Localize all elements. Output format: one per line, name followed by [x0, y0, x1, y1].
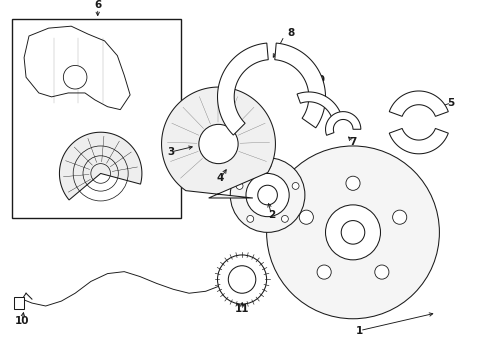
Circle shape	[341, 221, 365, 244]
Circle shape	[299, 210, 314, 224]
Circle shape	[317, 265, 331, 279]
Text: 11: 11	[235, 304, 249, 314]
Text: 3: 3	[168, 147, 175, 157]
Circle shape	[246, 174, 289, 217]
Circle shape	[258, 185, 277, 205]
Text: 10: 10	[15, 316, 29, 326]
Polygon shape	[297, 92, 341, 118]
Circle shape	[325, 205, 381, 260]
Circle shape	[216, 149, 241, 175]
Text: 6: 6	[94, 0, 101, 10]
Circle shape	[236, 183, 243, 189]
Text: 2: 2	[268, 210, 275, 220]
Bar	[14, 297, 24, 309]
Polygon shape	[275, 43, 325, 128]
Polygon shape	[218, 43, 268, 135]
Polygon shape	[162, 87, 275, 198]
Polygon shape	[59, 132, 142, 200]
Text: 8: 8	[288, 28, 295, 38]
Circle shape	[281, 215, 288, 222]
Circle shape	[218, 255, 267, 304]
Text: 1: 1	[356, 325, 364, 336]
Circle shape	[63, 66, 87, 89]
Circle shape	[247, 215, 254, 222]
Circle shape	[346, 176, 360, 190]
Bar	[12, 19, 181, 218]
Text: 9: 9	[317, 75, 324, 85]
Circle shape	[180, 130, 212, 162]
Circle shape	[221, 155, 235, 168]
Polygon shape	[24, 26, 130, 110]
Text: 5: 5	[447, 98, 455, 108]
Circle shape	[228, 266, 256, 293]
Circle shape	[264, 162, 271, 169]
Circle shape	[230, 158, 305, 232]
Circle shape	[187, 137, 205, 155]
Polygon shape	[325, 112, 361, 135]
Circle shape	[292, 183, 299, 189]
Circle shape	[392, 210, 407, 224]
Text: 4: 4	[217, 174, 224, 183]
Polygon shape	[389, 91, 448, 116]
Polygon shape	[389, 129, 448, 154]
Circle shape	[199, 124, 238, 164]
Text: 7: 7	[349, 137, 357, 147]
Circle shape	[267, 146, 440, 319]
Circle shape	[375, 265, 389, 279]
